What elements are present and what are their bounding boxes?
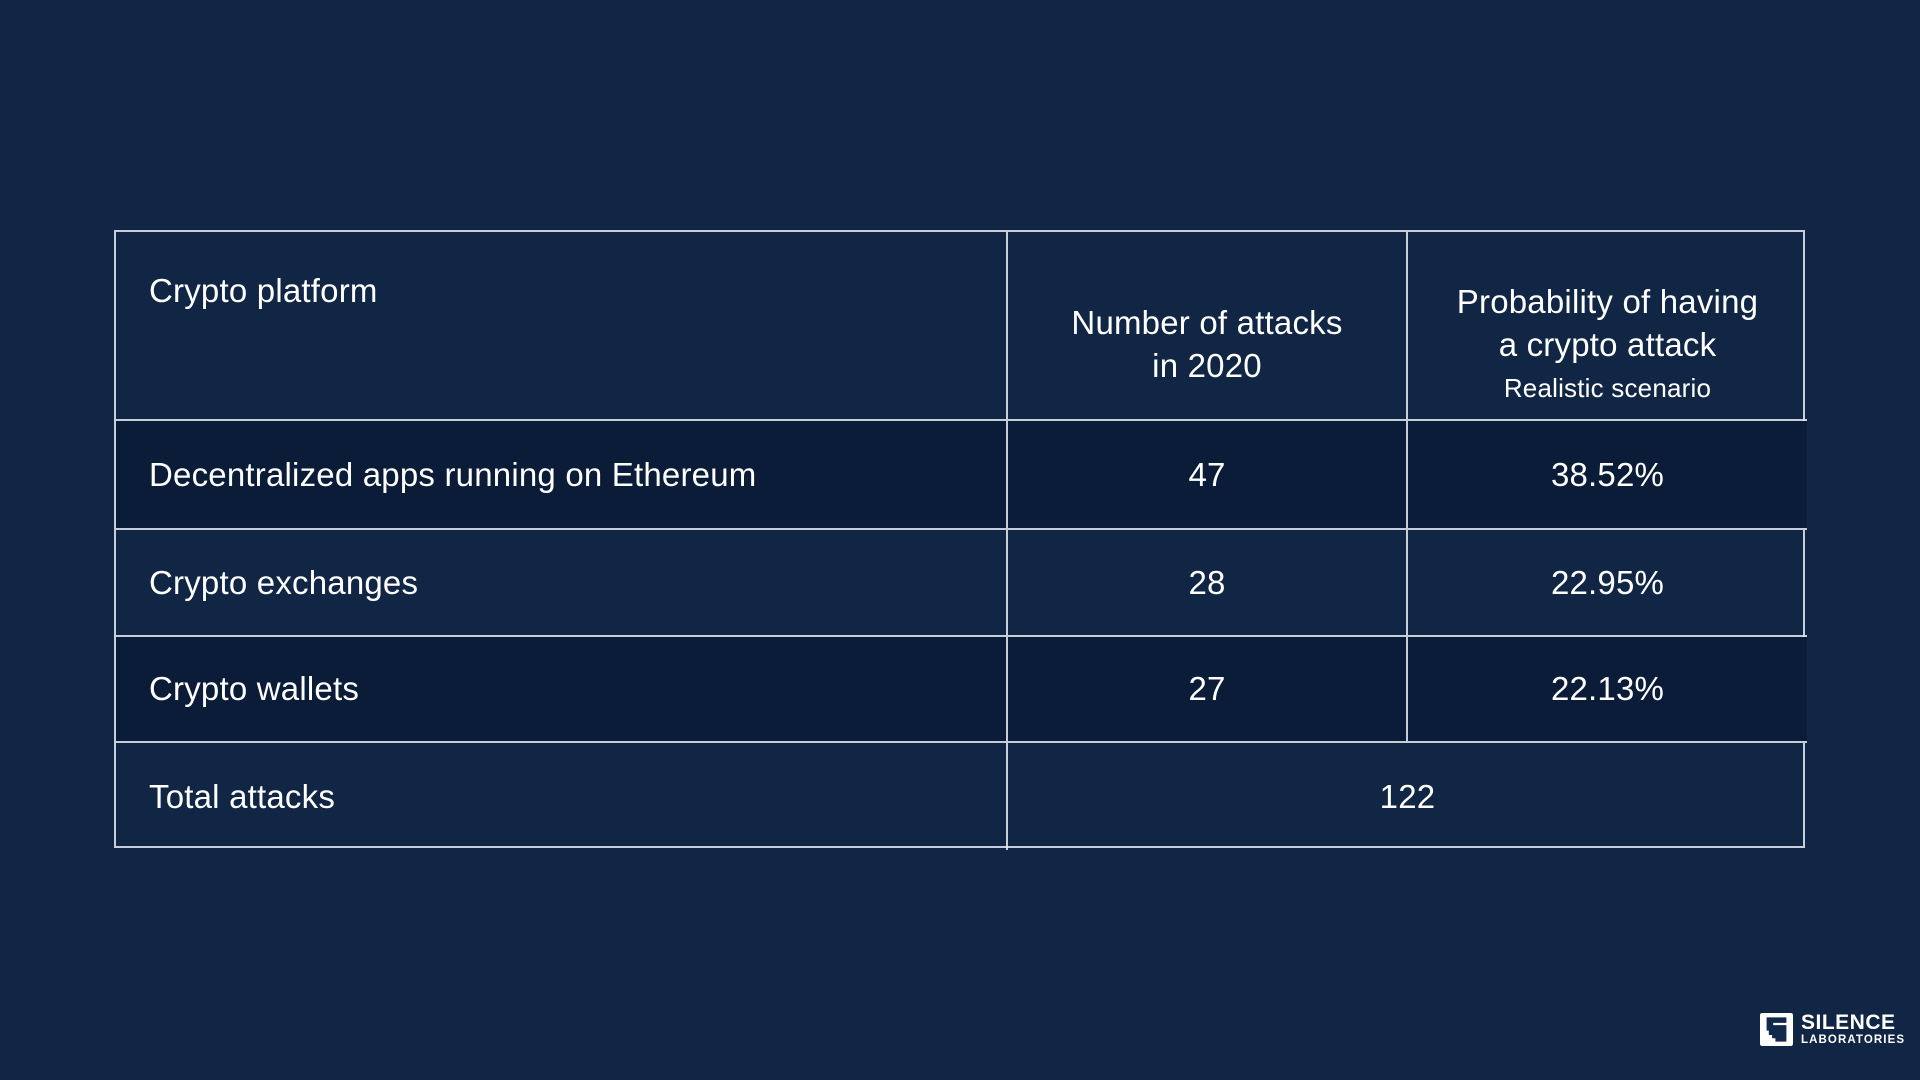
silence-laboratories-icon: [1760, 1013, 1793, 1046]
logo-brand-text: SILENCE: [1801, 1011, 1896, 1034]
total-attacks-value-cell: 122: [1008, 743, 1807, 850]
attacks-value: 28: [1188, 563, 1226, 601]
table-row-platform-cell: Crypto wallets: [116, 637, 1008, 743]
table-row-attacks-cell: 47: [1008, 421, 1408, 530]
probability-value: 22.95%: [1550, 563, 1665, 601]
header-label-probability-line2: a crypto attack: [1498, 326, 1717, 363]
table-row-platform-cell: Decentralized apps running on Ethereum: [116, 421, 1008, 530]
probability-value: 38.52%: [1550, 455, 1665, 493]
total-attacks-label-cell: Total attacks: [116, 743, 1008, 850]
header-label-probability-line1: Probability of having: [1456, 283, 1759, 320]
platform-label: Decentralized apps running on Ethereum: [149, 455, 757, 493]
header-label-crypto-platform: Crypto platform: [149, 272, 378, 309]
header-label-attacks-line2: in 2020: [1152, 347, 1262, 384]
logo-sub-text: LABORATORIES: [1801, 1034, 1906, 1046]
header-cell-probability: Probability of having a crypto attack Re…: [1408, 232, 1807, 421]
platform-label: Crypto wallets: [149, 670, 360, 707]
header-cell-number-of-attacks: Number of attacks in 2020: [1008, 232, 1408, 421]
table-row-attacks-cell: 27: [1008, 637, 1408, 743]
platform-label: Crypto exchanges: [149, 563, 419, 601]
table-row-probability-cell: 38.52%: [1408, 421, 1807, 530]
logo-text-block: SILENCE LABORATORIES: [1801, 1012, 1905, 1047]
total-attacks-label: Total attacks: [149, 777, 336, 815]
header-label-attacks-line1: Number of attacks: [1071, 304, 1343, 341]
table-row-platform-cell: Crypto exchanges: [116, 530, 1008, 637]
table-row-probability-cell: 22.13%: [1408, 637, 1807, 743]
header-label-realistic-scenario: Realistic scenario: [1503, 373, 1712, 403]
attacks-value: 27: [1188, 670, 1226, 707]
total-attacks-value: 122: [1379, 777, 1436, 815]
table-row-probability-cell: 22.95%: [1408, 530, 1807, 637]
crypto-attacks-table: Crypto platform Number of attacks in 202…: [114, 230, 1807, 850]
probability-value: 22.13%: [1550, 670, 1665, 707]
table-row-attacks-cell: 28: [1008, 530, 1408, 637]
silence-laboratories-logo: SILENCE LABORATORIES: [1760, 1012, 1905, 1047]
header-cell-crypto-platform: Crypto platform: [116, 232, 1008, 421]
attacks-value: 47: [1188, 455, 1226, 493]
